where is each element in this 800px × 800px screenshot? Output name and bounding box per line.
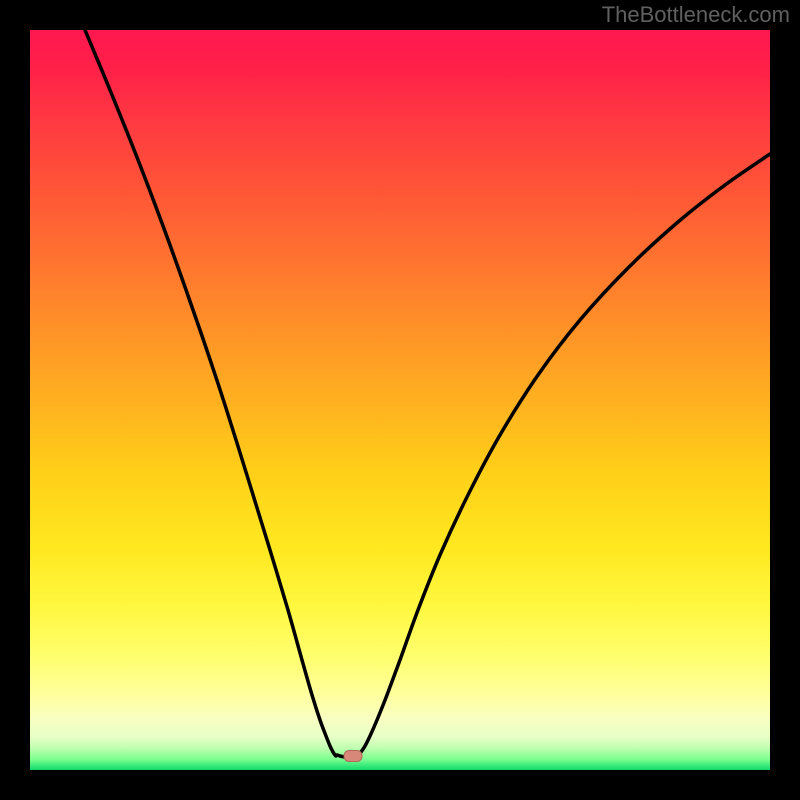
minimum-marker [344, 751, 362, 762]
bottleneck-curve [85, 30, 770, 757]
plot-area [30, 30, 770, 770]
watermark-text: TheBottleneck.com [602, 2, 790, 28]
curve-layer [30, 30, 770, 770]
